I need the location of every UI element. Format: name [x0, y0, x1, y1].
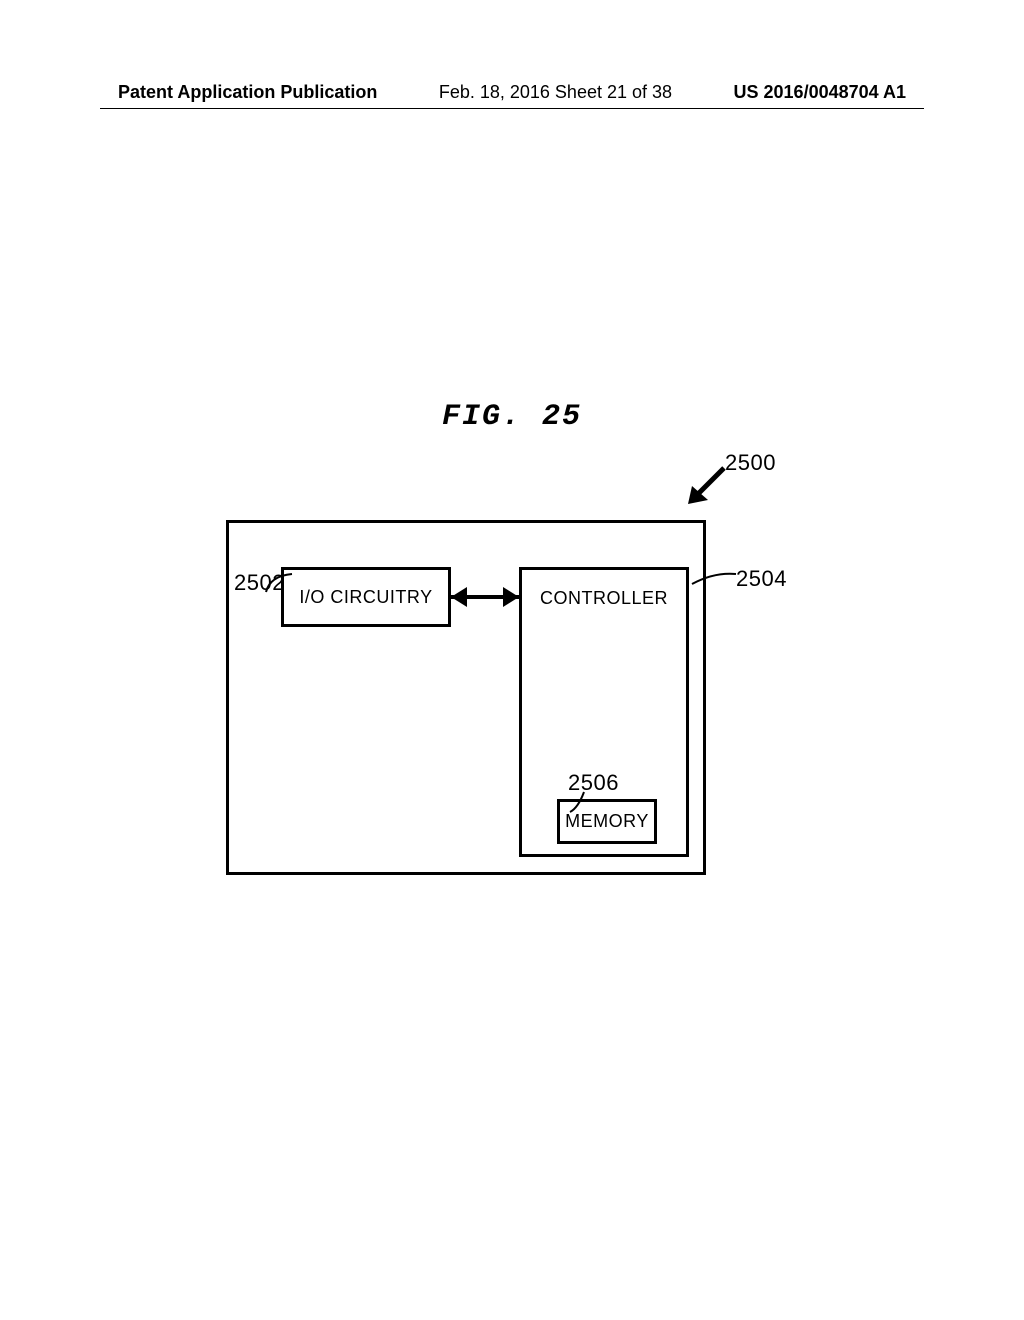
ref-2500: 2500 — [725, 450, 776, 476]
memory-label: MEMORY — [565, 811, 649, 832]
ref-2504: 2504 — [736, 566, 787, 592]
controller-label: CONTROLLER — [522, 588, 686, 609]
io-circuitry-label: I/O CIRCUITRY — [299, 587, 432, 608]
header-left: Patent Application Publication — [118, 82, 377, 103]
arrow-2500-icon — [686, 462, 728, 504]
header-right: US 2016/0048704 A1 — [734, 82, 906, 103]
header-rule — [100, 108, 924, 109]
bidir-arrow-right-icon — [503, 587, 519, 607]
leader-2504-icon — [690, 570, 738, 586]
bidir-arrow-left-icon — [451, 587, 467, 607]
leader-2502-icon — [264, 572, 294, 596]
header-center: Feb. 18, 2016 Sheet 21 of 38 — [439, 82, 672, 103]
controller-block: CONTROLLER MEMORY — [519, 567, 689, 857]
system-block: I/O CIRCUITRY CONTROLLER MEMORY — [226, 520, 706, 875]
page-header: Patent Application Publication Feb. 18, … — [0, 82, 1024, 103]
figure-title: FIG. 25 — [0, 400, 1024, 434]
io-circuitry-block: I/O CIRCUITRY — [281, 567, 451, 627]
leader-2506-icon — [566, 790, 588, 814]
